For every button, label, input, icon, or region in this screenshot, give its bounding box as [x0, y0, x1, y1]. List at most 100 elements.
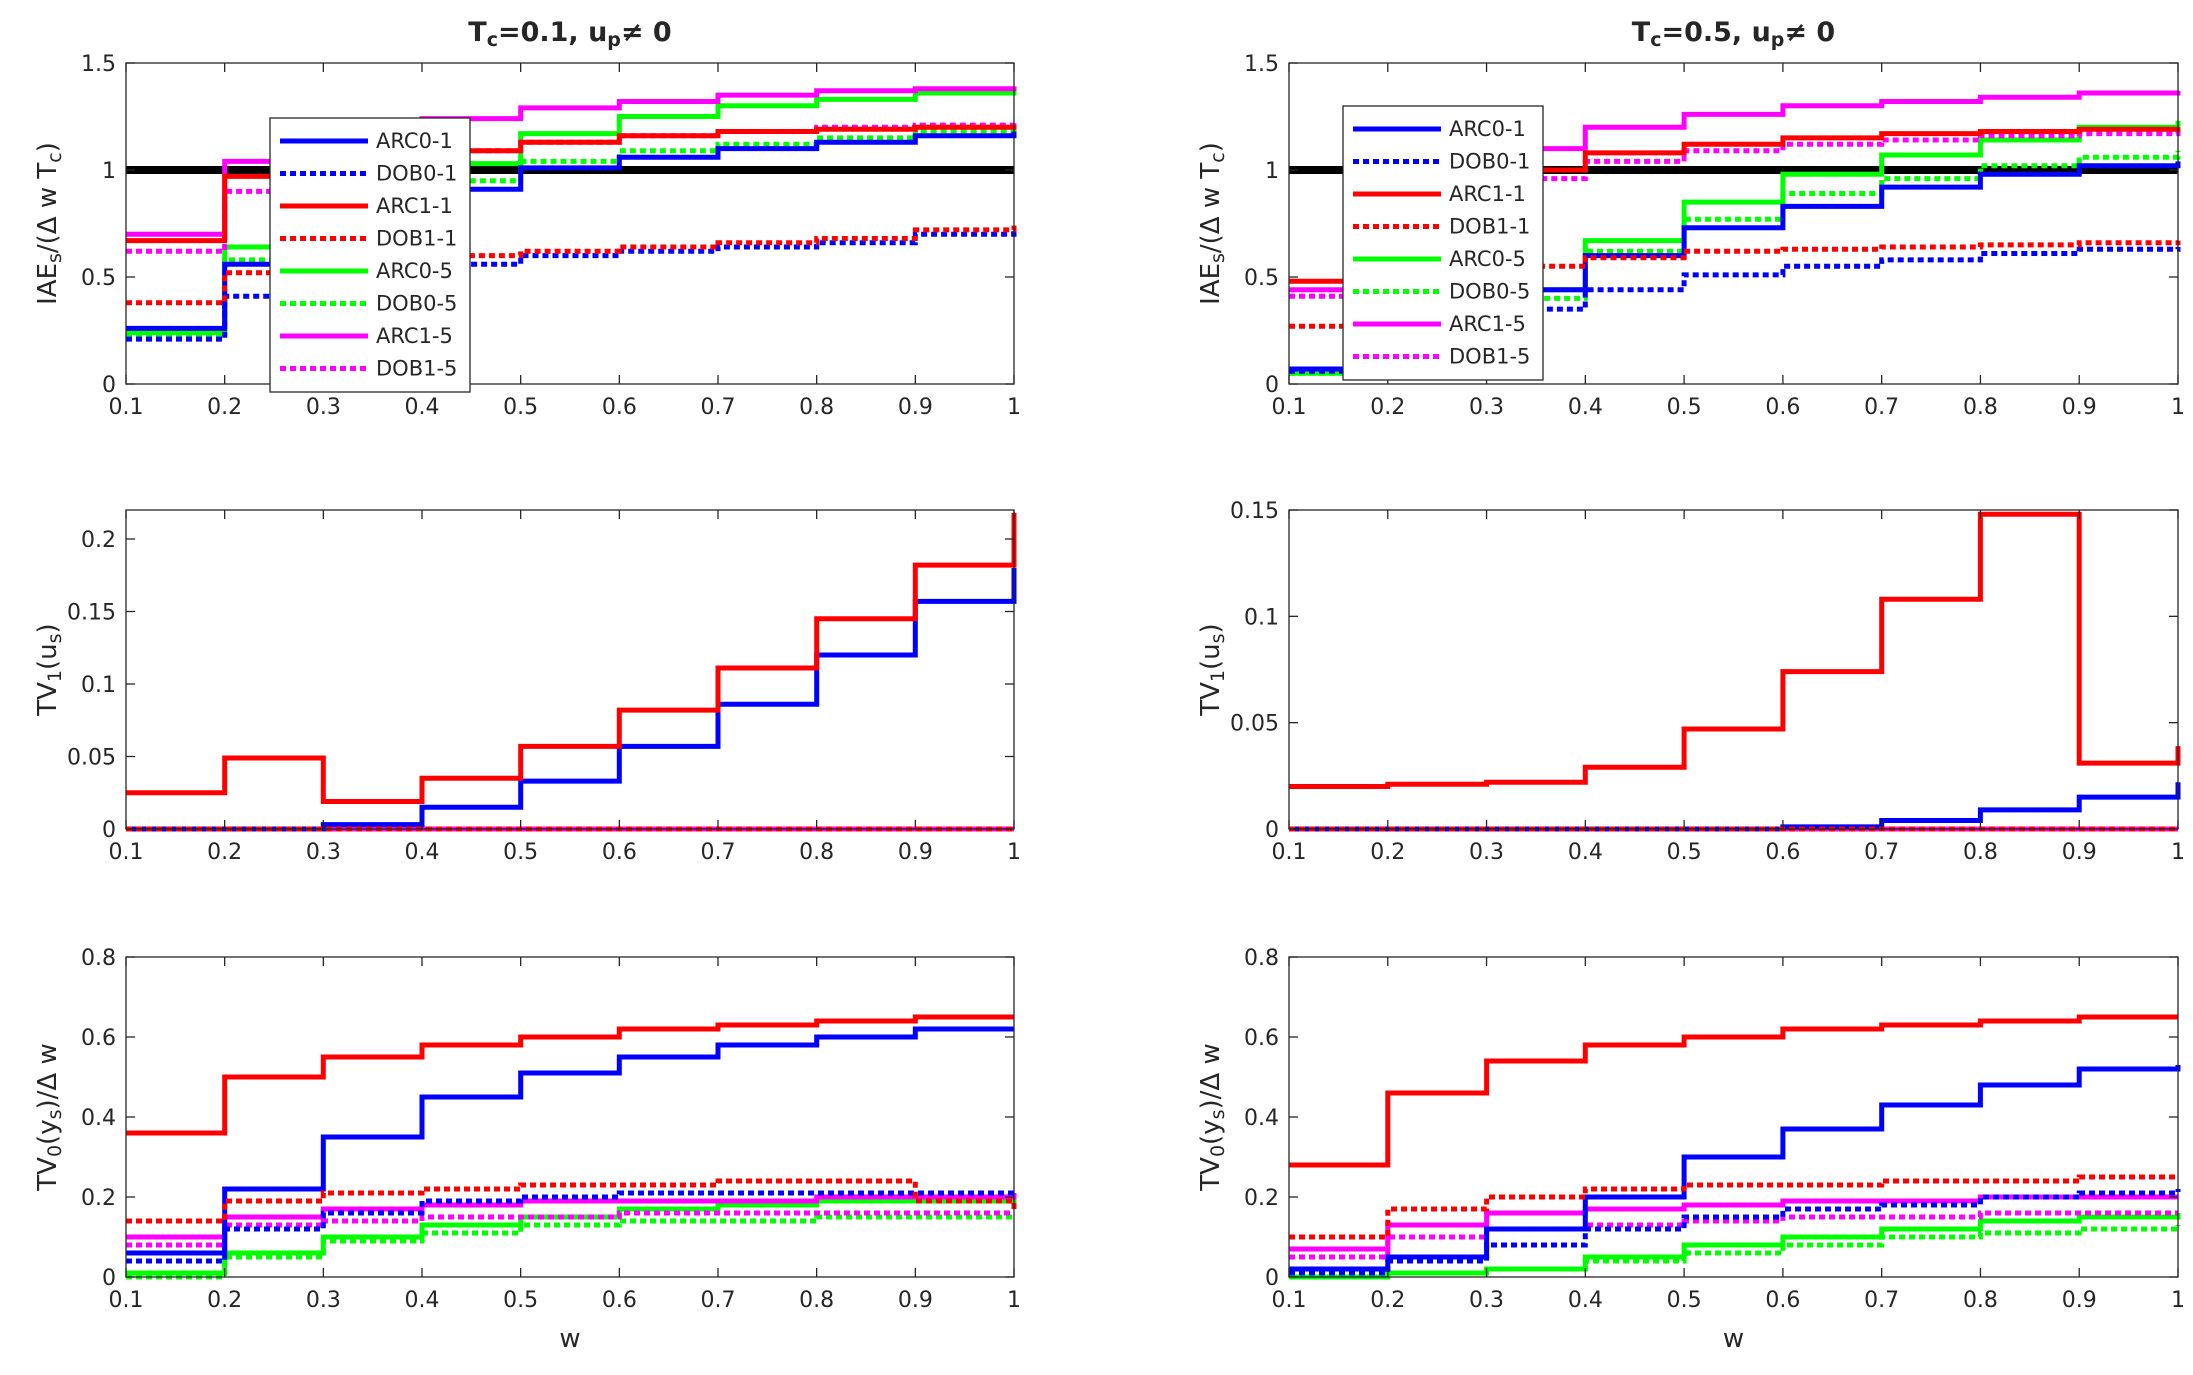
x-tick-label: 0.3	[1469, 395, 1504, 420]
y-tick-label: 0	[102, 373, 116, 398]
x-tick-label: 0.5	[503, 395, 538, 420]
series-dob0-1-line	[1289, 246, 2181, 374]
y-tick-label: 0	[102, 1266, 116, 1291]
x-tick-label: 0.6	[1765, 840, 1800, 865]
x-tick-label: 0.7	[701, 1288, 736, 1313]
y-tick-label: 0	[1265, 373, 1279, 398]
x-tick-label: 0.9	[898, 840, 933, 865]
legend-label-dob0-5: DOB0-5	[376, 292, 457, 316]
series-arc1-1-line	[126, 1014, 1014, 1136]
legend-label-arc1-1: ARC1-1	[1449, 182, 1526, 206]
y-tick-label: 0.2	[81, 1186, 116, 1211]
x-tick-label: 1	[2171, 840, 2185, 865]
x-tick-label: 0.8	[1963, 840, 1998, 865]
legend: ARC0-1 DOB0-1 ARC1-1 DOB1-1 ARC0-5 DOB0-5 ARC1…	[269, 117, 471, 393]
y-tick-label: 1.5	[81, 52, 116, 77]
x-tick-label: 0.6	[1765, 1288, 1800, 1313]
x-tick-label: 0.9	[898, 395, 933, 420]
x-tick-label: 0.8	[799, 1288, 834, 1313]
y-tick-label: 0.05	[1230, 712, 1279, 737]
axes-frame	[1288, 62, 2179, 385]
y-tick-label: 0.8	[1244, 946, 1279, 971]
x-tick-label: 0.3	[306, 1288, 341, 1313]
x-tick-label: 0.2	[207, 1288, 242, 1313]
x-tick-label: 0.7	[1864, 395, 1899, 420]
x-tick-label: 0.3	[306, 840, 341, 865]
subplot-3: 0.1 0.2 0.3 0.4 0.5 0.6 0.7 0.8 0.9 1 0 0.05 0.1 0.15…	[33, 117, 1021, 865]
y-axis-label: TV1(us)	[1196, 623, 1229, 716]
axes-frame	[125, 509, 1015, 830]
series-dob1-5-line	[126, 1210, 1014, 1248]
y-tick-label: 0	[1265, 1266, 1279, 1291]
x-tick-label: 0.1	[1272, 840, 1307, 865]
x-axis-label: w	[559, 1324, 580, 1354]
x-tick-label: 0.2	[207, 840, 242, 865]
x-tick-label: 0.9	[2062, 840, 2097, 865]
y-tick-label: 0.1	[1244, 605, 1279, 630]
plot-area	[1289, 510, 2178, 829]
legend-box	[1342, 105, 1544, 381]
x-tick-label: 0.3	[306, 395, 341, 420]
x-tick-label: 0.8	[799, 840, 834, 865]
x-tick-label: 0.1	[1272, 1288, 1307, 1313]
legend-label-arc1-1: ARC1-1	[376, 194, 453, 218]
legend-label-dob1-5: DOB1-5	[376, 357, 457, 381]
series-arc0-1-line	[126, 1026, 1014, 1256]
y-tick-label: 0.4	[1244, 1106, 1279, 1131]
legend-label-dob0-1: DOB0-1	[1449, 150, 1530, 174]
x-tick-label: 0.4	[405, 1288, 440, 1313]
x-tick-label: 0.5	[1667, 840, 1702, 865]
x-tick-label: 0.4	[1568, 395, 1603, 420]
y-tick-label: 0.6	[81, 1026, 116, 1051]
series-dob1-5-line	[1289, 131, 2181, 299]
plot-area	[126, 63, 1014, 384]
y-tick-label: 1	[1265, 159, 1279, 184]
y-tick-label: 0.2	[81, 528, 116, 553]
y-tick-label: 0.5	[1244, 266, 1279, 291]
x-tick-label: 0.1	[1272, 395, 1307, 420]
y-tick-label: 0	[102, 818, 116, 843]
y-tick-label: 0.8	[81, 946, 116, 971]
subplot-6: 0.1 0.2 0.3 0.4 0.5 0.6 0.7 0.8 0.9 1 0 0.2 0.4 0.6 0.…	[1196, 946, 2185, 1354]
x-tick-label: 0.8	[1963, 395, 1998, 420]
legend-label-arc1-5: ARC1-5	[376, 324, 453, 348]
y-tick-label: 0.15	[67, 601, 116, 626]
x-tick-label: 1	[2171, 1288, 2185, 1313]
y-axis-label: IAEs/(Δ w Tc)	[1196, 142, 1229, 305]
x-tick-label: 0.7	[1864, 840, 1899, 865]
x-tick-label: 0.1	[109, 1288, 144, 1313]
x-tick-label: 0.8	[1963, 1288, 1998, 1313]
x-tick-label: 0.9	[2062, 1288, 2097, 1313]
x-tick-label: 0.4	[405, 395, 440, 420]
y-tick-label: 0.05	[67, 746, 116, 771]
series-dob1-1-line	[126, 225, 1017, 306]
x-tick-label: 0.6	[602, 840, 637, 865]
axes-frame	[1288, 509, 2179, 830]
y-tick-label: 0.4	[81, 1106, 116, 1131]
plot-area	[126, 510, 1014, 829]
x-tick-label: 1	[2171, 395, 2185, 420]
y-tick-label: 0.1	[81, 673, 116, 698]
x-tick-label: 0.7	[701, 395, 736, 420]
subplot-title: Tc=0.5, up≠ 0	[1632, 17, 1835, 51]
x-tick-label: 0.3	[1469, 1288, 1504, 1313]
x-tick-label: 0.7	[1864, 1288, 1899, 1313]
series-dob0-1-line	[126, 1190, 1014, 1264]
x-tick-label: 0.5	[1667, 1288, 1702, 1313]
subplot-4: 0.1 0.2 0.3 0.4 0.5 0.6 0.7 0.8 0.9 1 0 0.05 0.1 0.15…	[1196, 105, 2185, 865]
y-tick-label: 0	[1265, 818, 1279, 843]
series-arc1-1-line	[126, 512, 1017, 804]
axes-frame	[125, 62, 1015, 385]
x-tick-label: 1	[1007, 1288, 1021, 1313]
legend-label-arc1-5: ARC1-5	[1449, 312, 1526, 336]
series-dob1-1-line	[126, 1178, 1017, 1224]
x-axis-label: w	[1723, 1324, 1744, 1354]
y-tick-label: 0.5	[81, 266, 116, 291]
x-tick-label: 1	[1007, 395, 1021, 420]
y-tick-label: 1.5	[1244, 52, 1279, 77]
y-tick-label: 0.15	[1230, 499, 1279, 524]
subplot-1: 0.1 0.2 0.3 0.4 0.5 0.6 0.7 0.8 0.9 1 0 0.5 1 1.5 Tc=0…	[33, 17, 1021, 420]
subplot-title: Tc=0.1, up≠ 0	[468, 17, 671, 51]
y-axis-label: TV0(ys)/Δ w	[1196, 1043, 1229, 1191]
